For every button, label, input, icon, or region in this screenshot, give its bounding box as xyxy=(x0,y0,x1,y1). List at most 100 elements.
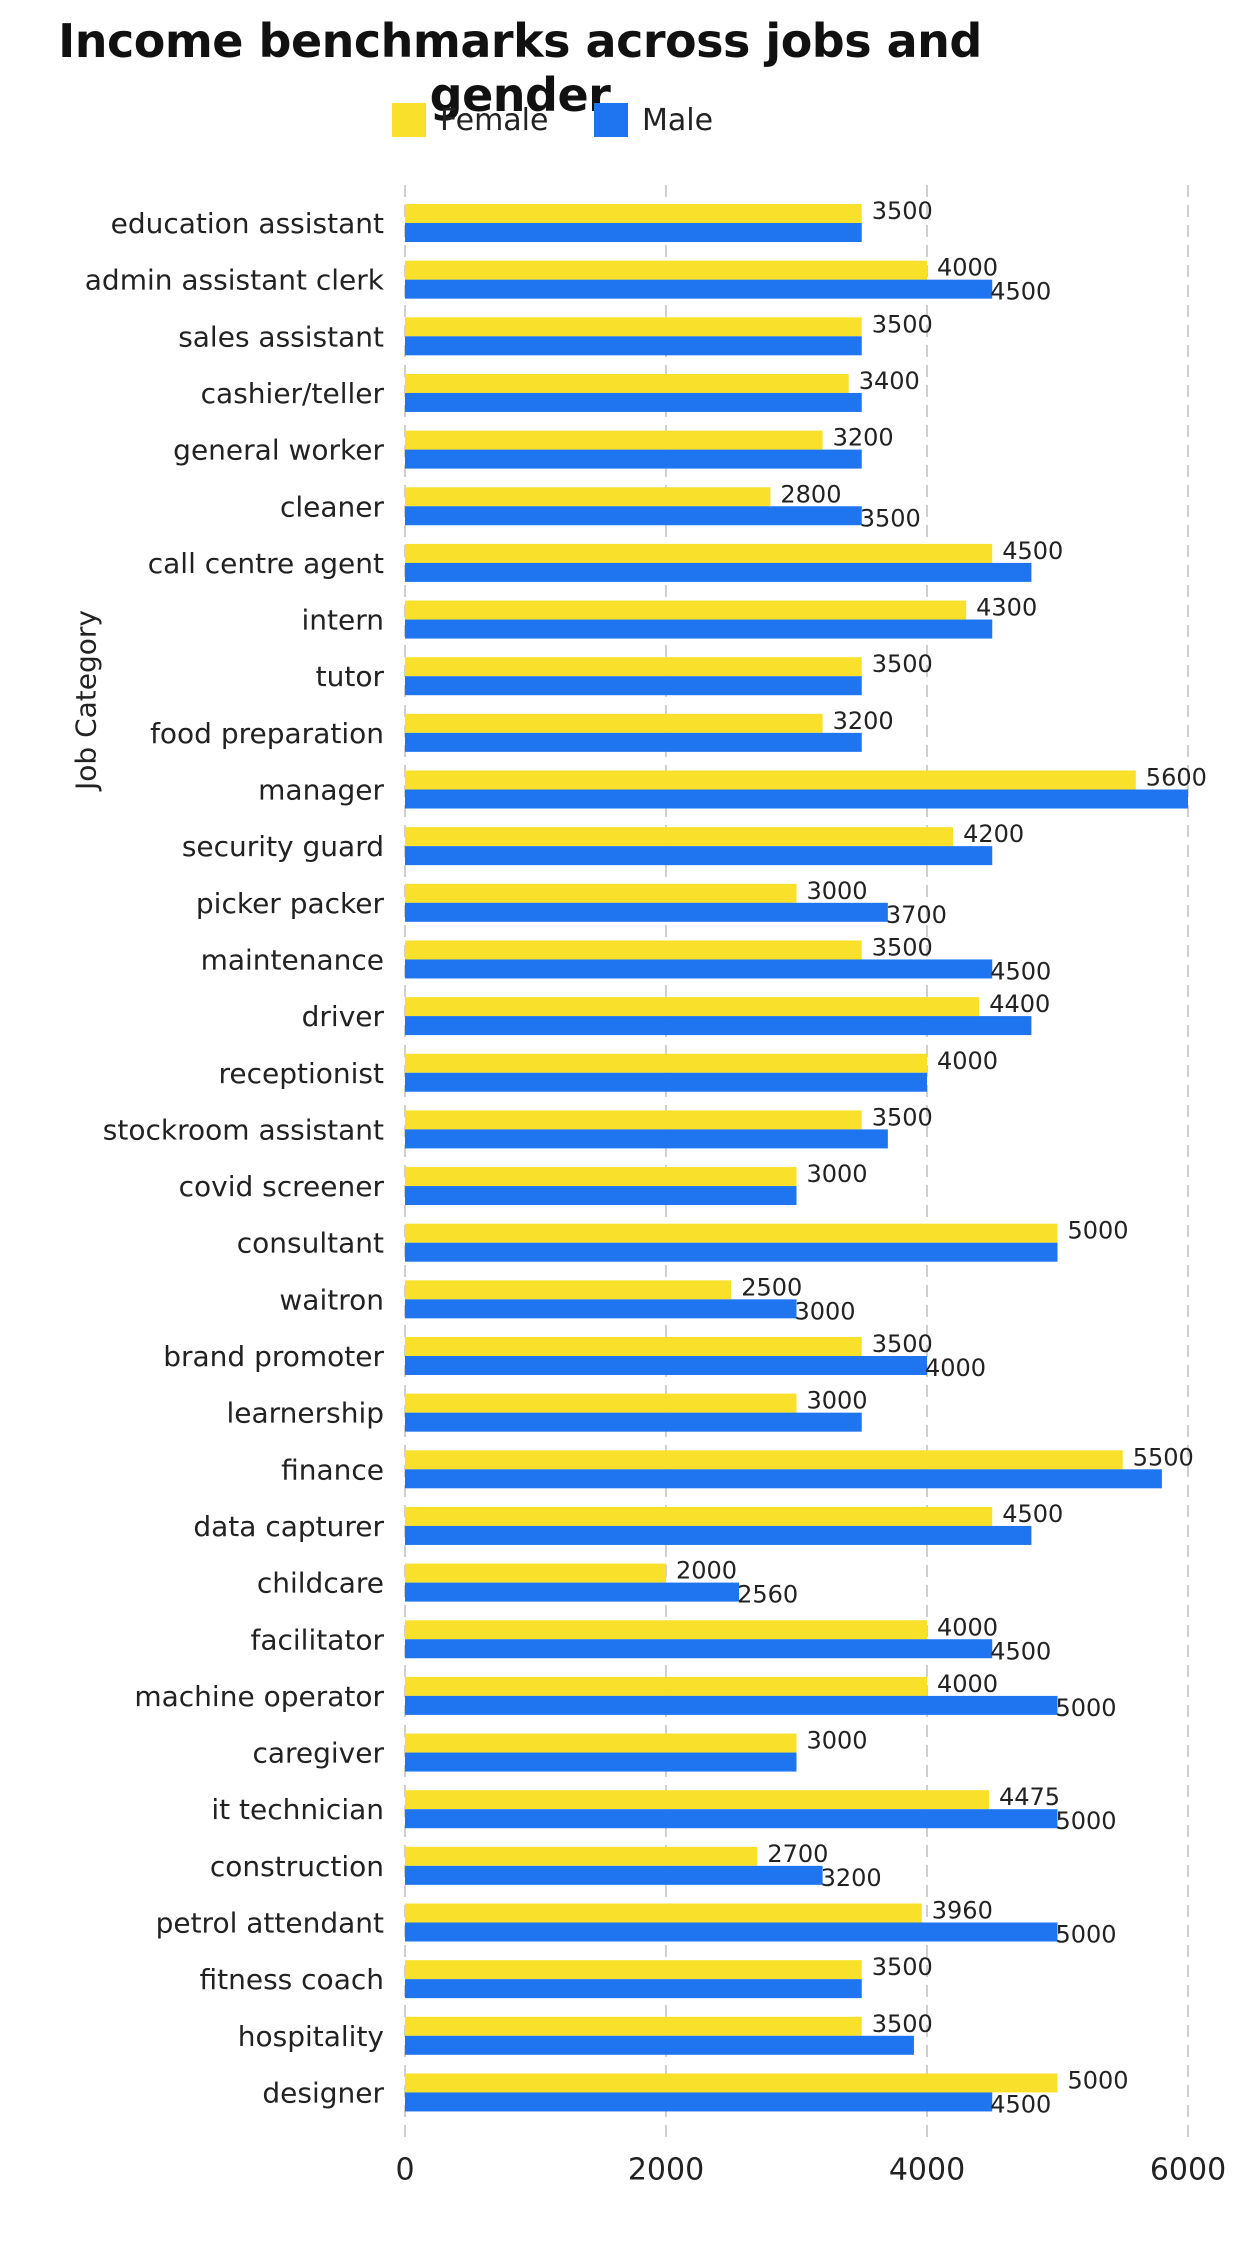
bar-male xyxy=(405,1639,993,1659)
data-label-male: 5000 xyxy=(1056,1921,1117,1949)
bar-female xyxy=(405,1110,862,1130)
data-label-female: 2000 xyxy=(676,1557,737,1585)
bar-female xyxy=(405,600,967,620)
bar-female xyxy=(405,1506,993,1526)
bar-female xyxy=(405,1450,1123,1470)
bar-male xyxy=(405,1072,927,1092)
x-tick-label: 0 xyxy=(395,2152,414,2187)
category-label: call centre agent xyxy=(148,547,384,580)
bar-male xyxy=(405,336,862,356)
data-label-male: 4000 xyxy=(925,1354,986,1382)
bar-male xyxy=(405,1356,927,1375)
bar-male xyxy=(405,676,862,696)
category-label: driver xyxy=(302,1000,385,1033)
data-label-female: 3500 xyxy=(872,933,933,961)
category-label: finance xyxy=(281,1453,384,1486)
category-label: consultant xyxy=(237,1227,384,1260)
bar-male xyxy=(405,846,993,866)
data-label-male: 3200 xyxy=(821,1864,882,1892)
data-label-female: 2700 xyxy=(767,1840,828,1868)
bar-female xyxy=(405,657,862,677)
data-label-female: 4500 xyxy=(1002,537,1063,565)
data-label-male: 3000 xyxy=(795,1297,856,1325)
bar-female xyxy=(405,1223,1058,1243)
category-label: education assistant xyxy=(111,207,384,240)
bar-male xyxy=(405,1129,888,1149)
data-label-female: 3000 xyxy=(807,877,868,905)
data-label-female: 3500 xyxy=(872,1330,933,1358)
bar-female xyxy=(405,430,823,450)
category-label: maintenance xyxy=(201,943,384,976)
bar-male xyxy=(405,562,1032,582)
data-label-female: 3400 xyxy=(859,367,920,395)
bar-female xyxy=(405,260,927,280)
data-label-female: 3500 xyxy=(872,1103,933,1131)
bar-female xyxy=(405,1167,797,1187)
bar-male xyxy=(405,279,993,299)
bar-male xyxy=(405,1865,823,1885)
data-label-female: 4000 xyxy=(937,254,998,282)
data-label-female: 5600 xyxy=(1146,764,1207,792)
bar-female xyxy=(405,770,1136,790)
legend-swatch-female xyxy=(392,103,426,137)
data-label-female: 3500 xyxy=(872,2010,933,2038)
bar-female xyxy=(405,1620,927,1640)
bar-male xyxy=(405,959,993,979)
legend-item-female: Female xyxy=(392,100,548,140)
bar-female xyxy=(405,487,771,507)
bar-male xyxy=(405,1752,797,1772)
data-label-female: 4300 xyxy=(976,594,1037,622)
x-tick-label: 2000 xyxy=(628,2152,704,2187)
category-label: cashier/teller xyxy=(201,377,385,410)
bar-male xyxy=(405,1412,862,1432)
bar-female xyxy=(405,1790,989,1810)
category-label: tutor xyxy=(316,660,385,693)
bar-female xyxy=(405,2016,862,2036)
bar-female xyxy=(405,317,862,337)
data-label-male: 5000 xyxy=(1056,1694,1117,1722)
bar-female xyxy=(405,827,954,847)
bar-female xyxy=(405,1676,927,1696)
data-label-female: 3000 xyxy=(807,1160,868,1188)
bar-female xyxy=(405,1846,758,1866)
x-tick-label: 4000 xyxy=(889,2152,965,2187)
bar-female xyxy=(405,204,862,223)
bar-female xyxy=(405,543,993,563)
label-layer: 0 2000 4000 6000 education assistant 3500 admi… xyxy=(85,197,1226,2187)
data-label-female: 5000 xyxy=(1068,1217,1129,1245)
data-label-male: 4500 xyxy=(990,2090,1051,2118)
bar-male xyxy=(405,2035,914,2055)
bar-male xyxy=(405,902,888,922)
data-label-female: 3200 xyxy=(833,707,894,735)
category-label: machine operator xyxy=(134,1680,384,1713)
data-label-female: 3000 xyxy=(807,1387,868,1415)
category-label: security guard xyxy=(182,830,384,863)
legend-item-male: Male xyxy=(594,100,713,140)
data-label-female: 4000 xyxy=(937,1047,998,1075)
category-label: general worker xyxy=(173,434,384,467)
category-label: food preparation xyxy=(150,717,384,750)
bar-female xyxy=(405,883,797,903)
data-label-male: 2560 xyxy=(737,1581,798,1609)
data-label-female: 4000 xyxy=(937,1613,998,1641)
category-label: learnership xyxy=(226,1397,384,1430)
bar-male xyxy=(405,1299,797,1319)
data-label-female: 4500 xyxy=(1002,1500,1063,1528)
data-label-female: 3200 xyxy=(833,424,894,452)
category-label: waitron xyxy=(279,1283,384,1316)
bar-female xyxy=(405,1393,797,1413)
bar-female xyxy=(405,1337,862,1356)
bar-male xyxy=(405,1979,862,1999)
data-label-female: 4400 xyxy=(989,990,1050,1018)
legend-label-male: Male xyxy=(642,102,714,138)
data-label-male: 3500 xyxy=(860,504,921,532)
legend-swatch-male xyxy=(594,103,628,137)
data-label-female: 3500 xyxy=(872,197,933,225)
bar-male xyxy=(405,1242,1058,1262)
data-label-male: 4500 xyxy=(990,957,1051,985)
data-label-female: 4200 xyxy=(963,820,1024,848)
category-label: admin assistant clerk xyxy=(85,264,385,297)
bar-male xyxy=(405,1809,1058,1829)
